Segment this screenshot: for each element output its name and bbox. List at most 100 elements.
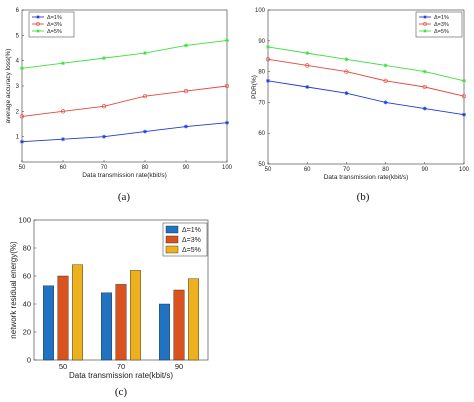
x-tick-label: 70 bbox=[117, 362, 125, 371]
data-point bbox=[61, 61, 65, 66]
y-axis-label: average accuracy loss(%) bbox=[5, 49, 12, 124]
data-point bbox=[224, 83, 230, 89]
data-point bbox=[305, 63, 310, 68]
data-point bbox=[143, 129, 147, 134]
legend-label: Δ=1% bbox=[47, 15, 62, 21]
data-point bbox=[462, 112, 466, 117]
bar-90-series-3 bbox=[188, 278, 199, 361]
data-point bbox=[225, 120, 229, 125]
series-line-3 bbox=[21, 39, 228, 69]
x-tick-label: 80 bbox=[142, 165, 149, 171]
data-point bbox=[305, 85, 310, 89]
data-point bbox=[265, 57, 271, 62]
data-point bbox=[142, 93, 148, 99]
data-point bbox=[461, 94, 467, 99]
data-point bbox=[102, 56, 106, 61]
x-tick-label: 60 bbox=[60, 165, 67, 171]
y-tick-label: 60 bbox=[258, 131, 265, 137]
x-axis-label: Data transmission rate(kbit/s) bbox=[324, 174, 409, 181]
legend-label: Δ=5% bbox=[434, 29, 449, 35]
series-line-2 bbox=[21, 85, 228, 117]
bar-70-series-1 bbox=[101, 292, 112, 361]
x-axis-label: Data transmission rate(kbit/s) bbox=[69, 371, 173, 380]
bar-50-series-2 bbox=[57, 275, 69, 361]
bar-50-series-3 bbox=[72, 264, 83, 361]
legend-label: Δ=5% bbox=[182, 247, 201, 254]
series-line-3 bbox=[267, 46, 465, 82]
x-tick-label: 50 bbox=[19, 165, 26, 171]
data-point bbox=[344, 57, 349, 62]
legend-swatch bbox=[165, 245, 179, 254]
data-point bbox=[184, 124, 188, 129]
x-axis-label: Data transmission rate(kbit/s) bbox=[82, 172, 167, 179]
x-tick-label: 100 bbox=[222, 165, 233, 171]
data-point bbox=[183, 88, 189, 94]
data-point bbox=[422, 106, 427, 111]
data-point bbox=[422, 69, 427, 74]
legend-marker bbox=[423, 15, 427, 19]
y-tick-label: 100 bbox=[255, 8, 266, 14]
bar-90-series-2 bbox=[173, 289, 185, 361]
bar-90-series-1 bbox=[159, 303, 170, 361]
legend-marker bbox=[423, 22, 427, 26]
legend-marker bbox=[36, 15, 40, 19]
data-point bbox=[184, 43, 188, 48]
data-point bbox=[20, 66, 24, 71]
data-point bbox=[383, 78, 388, 83]
legend-label: Δ=3% bbox=[434, 22, 449, 28]
legend-swatch bbox=[165, 235, 179, 244]
legend-label: Δ=1% bbox=[434, 15, 449, 21]
y-tick-label: 2 bbox=[16, 109, 20, 115]
data-point bbox=[266, 44, 270, 49]
data-point bbox=[383, 63, 388, 68]
bar-50-series-1 bbox=[43, 285, 54, 361]
chart-panel-a: 50 60 70 80 90 100 1 2 3 4 5 6 Data transmission rat… bbox=[5, 8, 233, 203]
x-tick-label: 80 bbox=[382, 167, 389, 173]
y-tick-label: 50 bbox=[258, 162, 265, 168]
bar-70-series-3 bbox=[130, 270, 141, 361]
series-line-2 bbox=[267, 58, 465, 97]
panel-label: (a) bbox=[118, 191, 131, 203]
y-tick-label: 20 bbox=[23, 328, 31, 337]
legend-marker bbox=[36, 22, 40, 26]
data-point bbox=[344, 91, 349, 96]
y-axis-label: network residual energy(%) bbox=[9, 241, 18, 339]
y-tick-label: 6 bbox=[16, 8, 20, 14]
y-tick-label: 0 bbox=[27, 356, 31, 365]
data-point bbox=[101, 104, 107, 109]
series-line-1 bbox=[21, 122, 228, 143]
legend-label: Δ=3% bbox=[182, 237, 201, 244]
data-point bbox=[266, 78, 270, 83]
data-point bbox=[143, 51, 147, 56]
y-tick-label: 70 bbox=[258, 100, 265, 106]
x-tick-label: 90 bbox=[421, 167, 428, 173]
legend-box bbox=[28, 11, 75, 38]
legend-label: Δ=5% bbox=[47, 29, 62, 35]
y-axis-label: PDR(%) bbox=[251, 75, 258, 99]
data-point bbox=[61, 137, 65, 142]
x-tick-label: 60 bbox=[304, 167, 311, 173]
data-point bbox=[225, 38, 229, 43]
data-point bbox=[462, 78, 466, 83]
panel-label: (b) bbox=[357, 191, 370, 203]
legend-label: Δ=3% bbox=[47, 22, 62, 28]
data-point bbox=[102, 134, 106, 139]
data-point bbox=[20, 139, 24, 144]
x-tick-label: 100 bbox=[459, 167, 470, 173]
legend-swatch bbox=[165, 225, 179, 234]
legend-label: Δ=1% bbox=[182, 227, 201, 234]
data-point bbox=[305, 51, 310, 56]
y-tick-label: 80 bbox=[23, 244, 31, 253]
data-point bbox=[422, 84, 427, 90]
y-tick-label: 60 bbox=[23, 272, 31, 281]
x-tick-label: 50 bbox=[59, 362, 67, 371]
chart-panel-b: 50 60 70 80 90 100 50 60 70 80 90 100 Data transmiss… bbox=[251, 8, 470, 203]
x-tick-label: 50 bbox=[265, 167, 272, 173]
series-line-1 bbox=[267, 80, 465, 116]
y-tick-label: 4 bbox=[16, 59, 20, 65]
y-tick-label: 5 bbox=[16, 33, 20, 39]
x-tick-label: 70 bbox=[101, 165, 108, 171]
x-tick-label: 90 bbox=[175, 362, 183, 371]
legend-marker bbox=[423, 29, 427, 33]
